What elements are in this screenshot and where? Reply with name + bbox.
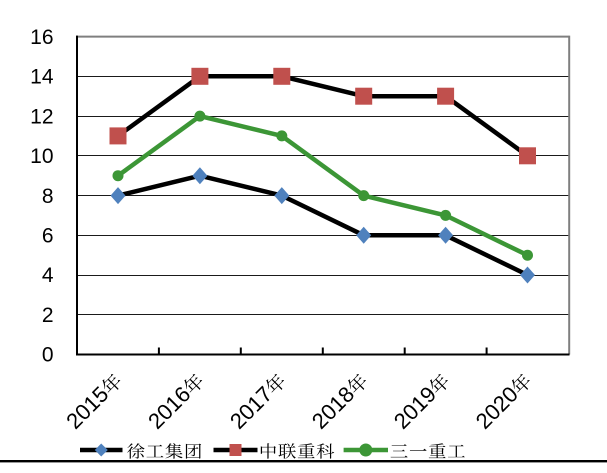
svg-text:16: 16	[30, 26, 53, 49]
svg-text:6: 6	[42, 225, 54, 248]
svg-text:10: 10	[30, 145, 53, 168]
svg-text:14: 14	[30, 66, 54, 89]
svg-text:2: 2	[42, 304, 54, 327]
svg-text:4: 4	[42, 264, 54, 287]
svg-text:12: 12	[30, 105, 53, 128]
svg-text:8: 8	[42, 185, 54, 208]
svg-text:0: 0	[42, 344, 54, 367]
